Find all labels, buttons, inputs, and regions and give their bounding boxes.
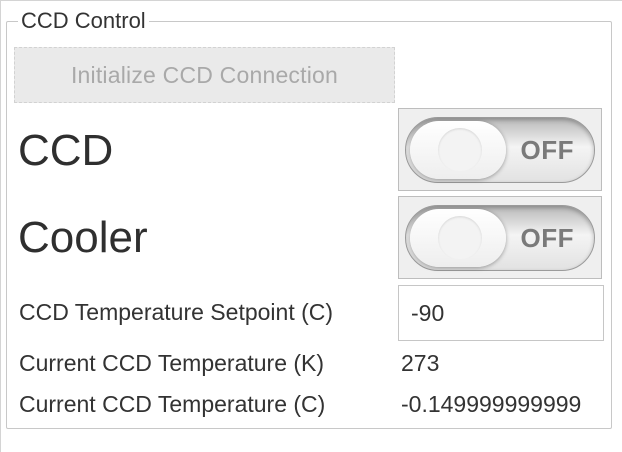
setpoint-input[interactable] — [398, 285, 604, 341]
current-temp-k-label: Current CCD Temperature (K) — [19, 350, 325, 376]
current-temp-c-label: Current CCD Temperature (C) — [19, 391, 326, 417]
ccd-toggle-switch[interactable]: OFF — [405, 116, 595, 183]
cooler-toggle-switch[interactable]: OFF — [405, 204, 595, 271]
current-temp-k-value: 273 — [401, 350, 440, 376]
ccd-toggle-knob-icon — [410, 120, 506, 179]
cooler-toggle-state-text: OFF — [520, 222, 574, 253]
cooler-toggle-knob-icon — [410, 208, 506, 267]
ccd-toggle-container: OFF — [398, 108, 602, 191]
group-title: CCD Control — [18, 8, 149, 34]
setpoint-label: CCD Temperature Setpoint (C) — [19, 299, 334, 325]
current-temp-c-value: -0.149999999999 — [401, 391, 582, 417]
ccd-control-group — [6, 21, 612, 429]
cooler-label: Cooler — [18, 213, 148, 262]
cooler-toggle-container: OFF — [398, 196, 602, 279]
ccd-toggle-state-text: OFF — [520, 134, 574, 165]
ccd-label: CCD — [18, 126, 114, 175]
initialize-ccd-connection-button[interactable]: Initialize CCD Connection — [14, 47, 395, 103]
